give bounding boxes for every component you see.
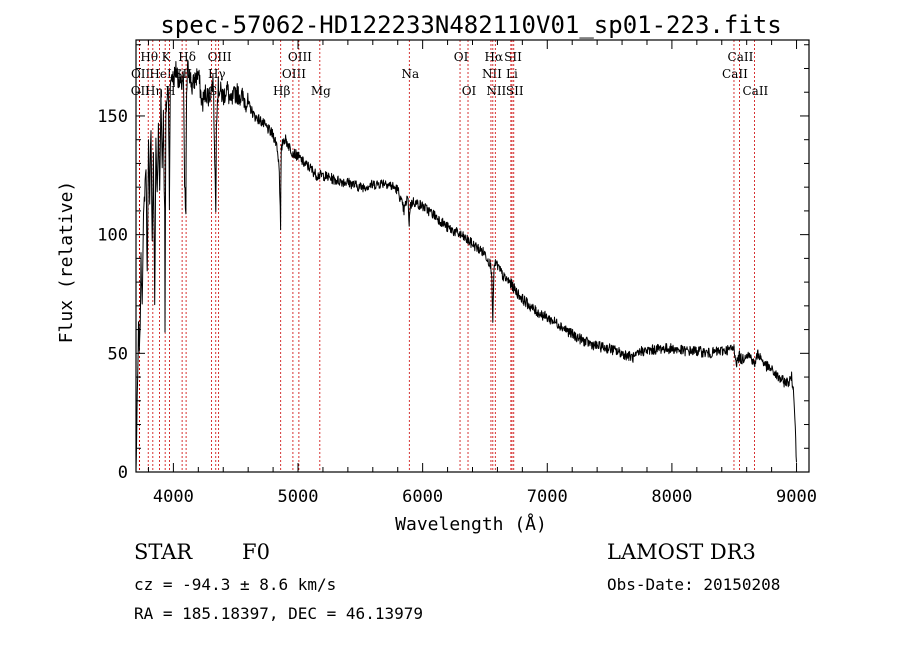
- spectral-line-label: OIII: [282, 67, 306, 81]
- x-tick-label: 8000: [651, 487, 692, 507]
- x-tick-label: 9000: [776, 487, 817, 507]
- observation-date: Obs-Date: 20150208: [607, 575, 780, 594]
- spectral-line-label: OI: [462, 84, 477, 98]
- spectral-line-label: CaII: [728, 50, 754, 64]
- spectral-line-label: SII: [506, 84, 524, 98]
- coordinates-readout: RA = 185.18397, DEC = 46.13979: [134, 604, 423, 623]
- spectral-line-markers: OIIOIIHθHηHeIKHSIIHδGOIIIHγHβOIIIOIIIMgN…: [131, 40, 769, 472]
- spectral-line-label: HeI: [149, 67, 172, 81]
- spectrum-line: [135, 59, 797, 470]
- spectral-line-label: Hη: [145, 84, 163, 98]
- spectral-line-label: SII: [504, 50, 522, 64]
- spectral-line-label: Hγ: [208, 67, 226, 81]
- spectral-line-label: OI: [454, 50, 469, 64]
- chart-title: spec-57062-HD122233N482110V01_sp01-223.f…: [160, 11, 781, 39]
- spectral-line-label: Hβ: [273, 84, 290, 98]
- spectral-line-label: NII: [482, 67, 502, 81]
- spectral-line-label: Na: [401, 67, 419, 81]
- y-tick-label: 100: [97, 226, 128, 246]
- spectral-line-label: K: [162, 50, 172, 64]
- survey-name: LAMOST DR3: [607, 540, 756, 564]
- x-tick-label: 7000: [527, 487, 568, 507]
- spectral-line-label: OII: [131, 67, 151, 81]
- spectral-line-label: NII: [486, 84, 506, 98]
- spectral-line-label: Hα: [485, 50, 504, 64]
- y-tick-label: 0: [118, 463, 128, 483]
- x-axis-label: Wavelength (Å): [395, 513, 547, 535]
- spectral-line-label: Hδ: [178, 50, 196, 64]
- plot-frame: [135, 39, 810, 473]
- x-tick-label: 5000: [278, 487, 319, 507]
- y-axis-label: Flux (relative): [56, 181, 77, 344]
- spectral-line-label: Mg: [311, 84, 331, 98]
- spectral-line-label: Hθ: [140, 50, 158, 64]
- y-tick-label: 50: [108, 344, 128, 364]
- spectral-line-label: CaII: [742, 84, 768, 98]
- spectrum-curve-layer: [135, 59, 797, 470]
- spectral-line-label: OIII: [208, 50, 232, 64]
- object-class: STAR: [134, 540, 193, 564]
- spectral-line-label: Li: [506, 67, 518, 81]
- x-tick-label: 6000: [402, 487, 443, 507]
- y-tick-label: 150: [97, 107, 128, 127]
- x-tick-label: 4000: [153, 487, 194, 507]
- spectral-line-label: OIII: [288, 50, 312, 64]
- spectral-line-label: CaII: [722, 67, 748, 81]
- redshift-readout: cz = -94.3 ± 8.6 km/s: [134, 575, 336, 594]
- axis-ticks: 4000 5000 6000 7000 8000 9000 0 50 100 150: [97, 40, 817, 507]
- object-subclass: F0: [242, 540, 270, 564]
